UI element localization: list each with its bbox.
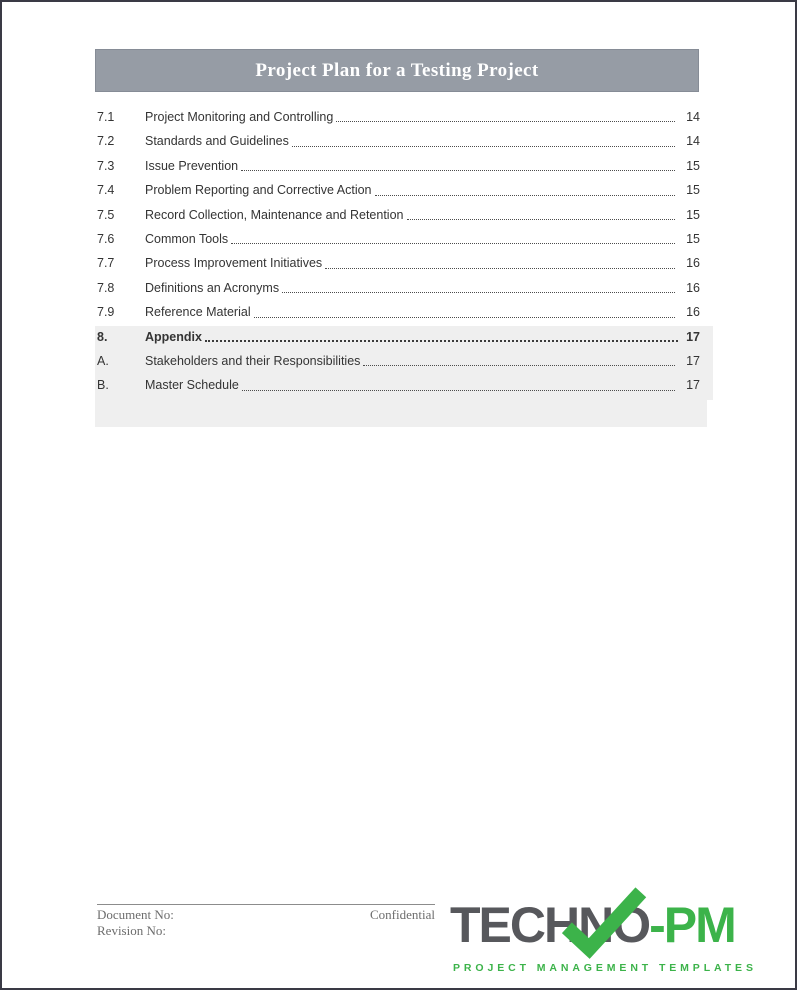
toc-entry-label: Process Improvement Initiatives xyxy=(145,256,323,271)
toc-entry-number: 7.4 xyxy=(97,183,115,198)
toc-page-number: 17 xyxy=(686,353,700,368)
toc-entry-label: Common Tools xyxy=(145,231,229,246)
toc-row[interactable]: 7.7 Process Improvement Initiatives 16 xyxy=(97,251,700,275)
toc-row[interactable]: 7.4 Problem Reporting and Corrective Act… xyxy=(97,178,700,202)
title-banner: Project Plan for a Testing Project xyxy=(95,49,699,92)
toc-page-number: 15 xyxy=(686,158,700,173)
toc-row[interactable]: 7.6 Common Tools 15 xyxy=(97,227,700,251)
logo-text-tech: TECH xyxy=(450,897,580,953)
techno-pm-logo: TECH NO-PM PROJECT MANAGEMENT TEMPLATES xyxy=(450,887,778,976)
document-no-label: Document No: xyxy=(97,907,174,922)
toc-page-number: 16 xyxy=(686,256,700,271)
toc-highlight xyxy=(95,326,707,427)
toc-entry-number: 7.5 xyxy=(97,207,115,222)
toc-entry-label: Master Schedule xyxy=(145,378,239,393)
toc-entry-number: 7.7 xyxy=(97,256,115,271)
toc-row-appendix[interactable]: 8. Appendix 17 xyxy=(97,325,700,349)
toc-page-number: 17 xyxy=(686,378,700,393)
toc-row[interactable]: 7.3 Issue Prevention 15 xyxy=(97,154,700,178)
toc-dot-leader xyxy=(204,340,678,343)
toc-page-number: 15 xyxy=(686,183,700,198)
toc-dot-leader xyxy=(336,121,675,123)
toc-highlight-step xyxy=(707,326,713,400)
toc-entry-number: 7.8 xyxy=(97,280,115,295)
toc-row[interactable]: 7.1 Project Monitoring and Controlling 1… xyxy=(97,105,700,129)
toc-entry-label: Project Monitoring and Controlling xyxy=(145,110,334,124)
toc-dot-leader xyxy=(231,243,675,245)
toc-dot-leader xyxy=(291,145,675,147)
toc-entry-number: B. xyxy=(97,378,109,393)
toc-entry-label: Standards and Guidelines xyxy=(145,134,289,149)
toc-row[interactable]: B. Master Schedule 17 xyxy=(97,373,700,397)
toc-page-number: 15 xyxy=(686,231,700,246)
toc-entry-number: 7.6 xyxy=(97,231,115,246)
toc-dot-leader xyxy=(253,316,675,318)
toc-entry-number: 7.3 xyxy=(97,158,115,173)
table-of-contents: 7.1 Project Monitoring and Controlling 1… xyxy=(97,105,700,398)
revision-no-label: Revision No: xyxy=(97,923,166,938)
toc-entry-label: Reference Material xyxy=(145,305,251,320)
logo-text-pm: -PM xyxy=(649,897,737,953)
toc-row[interactable]: 7.9 Reference Material 16 xyxy=(97,300,700,324)
toc-dot-leader xyxy=(363,365,675,367)
footer: Document No: Confidential Revision No: xyxy=(97,904,435,939)
toc-row[interactable]: 7.8 Definitions an Acronyms 16 xyxy=(97,276,700,300)
toc-entry-number: 7.9 xyxy=(97,305,115,320)
toc-entry-label: Record Collection, Maintenance and Reten… xyxy=(145,207,404,222)
toc-page-number: 16 xyxy=(686,305,700,320)
toc-page-number: 14 xyxy=(686,110,700,124)
page-title: Project Plan for a Testing Project xyxy=(255,59,539,81)
toc-page-number: 14 xyxy=(686,134,700,149)
toc-entry-label: Appendix xyxy=(145,329,202,344)
toc-entry-number: 7.2 xyxy=(97,134,115,149)
toc-dot-leader xyxy=(325,267,675,269)
confidential-label: Confidential xyxy=(370,907,435,922)
toc-page-number: 16 xyxy=(686,280,700,295)
toc-row[interactable]: 7.5 Record Collection, Maintenance and R… xyxy=(97,203,700,227)
toc-dot-leader xyxy=(374,194,675,196)
toc-entry-number: A. xyxy=(97,353,109,368)
toc-entry-number: 8. xyxy=(97,329,108,344)
toc-page-number: 15 xyxy=(686,207,700,222)
toc-entry-label: Problem Reporting and Corrective Action xyxy=(145,183,372,198)
logo-wordmark: TECH NO-PM xyxy=(450,887,737,959)
toc-entry-number: 7.1 xyxy=(97,110,115,124)
toc-page-number: 17 xyxy=(686,329,700,344)
toc-dot-leader xyxy=(406,218,675,220)
toc-dot-leader xyxy=(282,292,675,294)
toc-row[interactable]: 7.2 Standards and Guidelines 14 xyxy=(97,129,700,153)
logo-tagline: PROJECT MANAGEMENT TEMPLATES xyxy=(453,962,757,974)
toc-dot-leader xyxy=(241,170,675,172)
toc-dot-leader xyxy=(241,389,675,391)
toc-row[interactable]: A. Stakeholders and their Responsibiliti… xyxy=(97,349,700,373)
toc-entry-label: Definitions an Acronyms xyxy=(145,280,280,295)
toc-entry-label: Stakeholders and their Responsibilities xyxy=(145,353,361,368)
toc-entry-label: Issue Prevention xyxy=(145,158,239,173)
check-icon xyxy=(562,887,647,959)
